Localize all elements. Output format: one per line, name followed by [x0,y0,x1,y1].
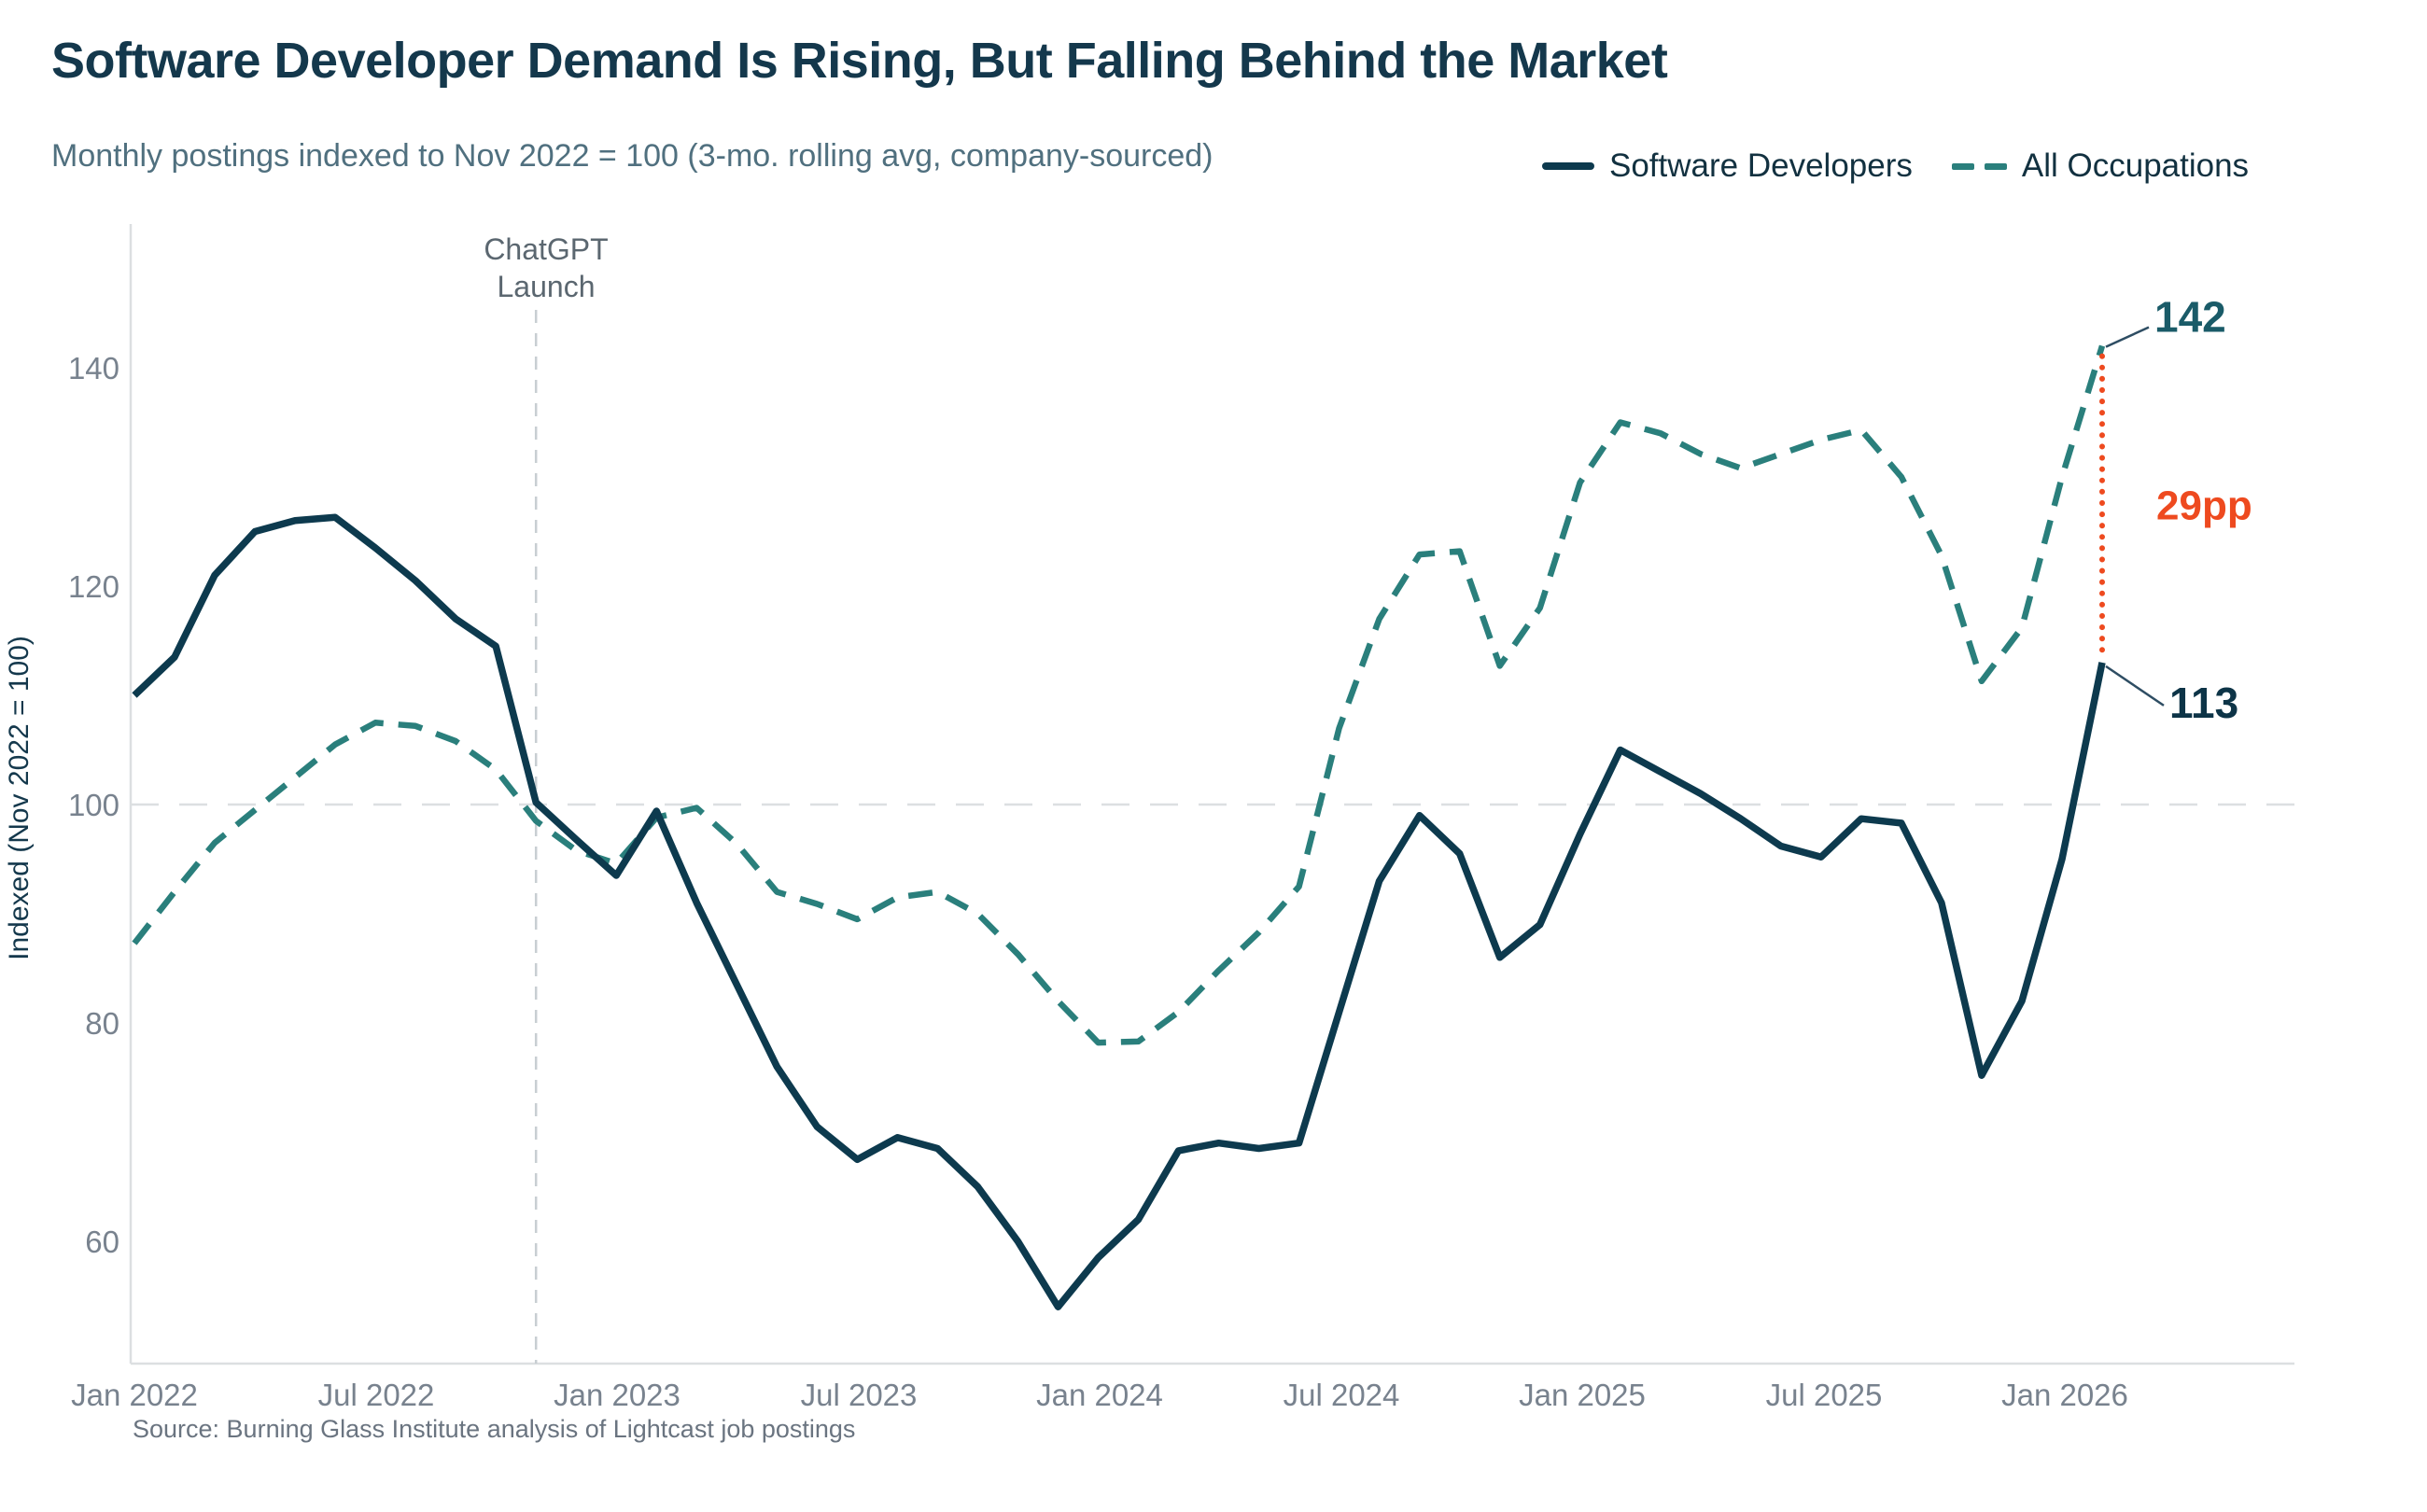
gap-label: 29pp [2156,483,2252,528]
x-tick-jul2023: Jul 2023 [801,1378,918,1412]
y-tick-60: 60 [85,1225,119,1259]
x-tick-jan2023: Jan 2023 [554,1378,680,1412]
solid-line-icon [1542,162,1594,170]
legend-item-software-developers: Software Developers [1542,147,1913,185]
legend-item-all-occupations: All Occupations [1951,147,2250,185]
legend: Software Developers All Occupations [1542,147,2249,185]
all-occupations-line [132,344,2106,1046]
software-developers-connector [2105,665,2165,707]
y-tick-80: 80 [85,1006,119,1041]
software-developers-end-label: 113 [2169,679,2238,727]
x-tick-jul2024: Jul 2024 [1284,1378,1400,1412]
chatgpt-launch-label-line1: ChatGPT [484,232,608,266]
all-occupations-end-label: 142 [2154,293,2226,342]
x-tick-jan2025: Jan 2025 [1519,1378,1646,1412]
x-tick-jul2025: Jul 2025 [1766,1378,1883,1412]
x-tick-jan2022: Jan 2022 [71,1378,198,1412]
page-title: Software Developer Demand Is Rising, But… [51,33,1668,89]
y-axis-title: Indexed (Nov 2022 = 100) [4,636,35,960]
x-tick-jan2026: Jan 2026 [2001,1378,2128,1412]
all-occupations-connector [2105,326,2150,348]
y-tick-100: 100 [68,788,119,822]
y-tick-120: 120 [68,569,119,604]
chatgpt-launch-label-line2: Launch [498,270,596,303]
x-tick-jan2024: Jan 2024 [1036,1378,1163,1412]
dashed-line-icon [1951,162,2007,170]
y-tick-140: 140 [68,351,119,385]
software-developers-line [132,513,2106,1310]
chart-subtitle: Monthly postings indexed to Nov 2022 = 1… [51,138,1214,174]
source-note: Source: Burning Glass Institute analysis… [133,1415,856,1443]
legend-label-all-occupations: All Occupations [2021,147,2250,184]
x-tick-jul2022: Jul 2022 [318,1378,435,1412]
legend-label-software-developers: Software Developers [1609,147,1913,184]
